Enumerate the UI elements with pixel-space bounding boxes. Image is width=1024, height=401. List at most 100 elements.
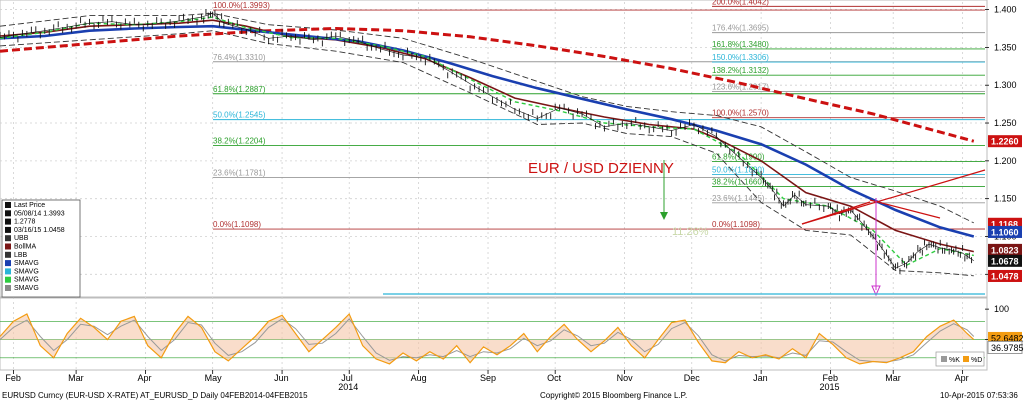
x-tick-label-2: Apr: [138, 373, 152, 383]
oscillator-panel-frame: [0, 297, 988, 371]
legend-item-0: Last Price: [14, 202, 45, 209]
legend-item-8: SMAVG: [14, 268, 39, 275]
x-tick-label-9: Nov: [617, 373, 634, 383]
legend-item-7: SMAVG: [14, 260, 39, 267]
price-badge-label-5: 1.0478: [991, 271, 1019, 281]
legend-item-1: 05/08/14 1.3993: [14, 210, 65, 217]
fib-right-label-4: 23.6%(1.1445): [712, 194, 765, 203]
series-smavg-blue: [0, 24, 975, 238]
price-series: [0, 9, 975, 275]
osc-legend-frame: [935, 351, 985, 367]
legend-swatch-9: [5, 276, 11, 283]
y-tick-label-2: 1.300: [994, 80, 1017, 90]
fib-right-label-3: 38.2%(1.1660): [712, 178, 765, 187]
series-bollma: [0, 19, 974, 253]
osc-d-line: [0, 318, 975, 363]
x-axis: Feb Mar Apr May Jun Jul Aug Sep Oct Nov Dec Jan Feb M…: [5, 370, 969, 392]
legend-swatch-3: [5, 226, 11, 233]
x-tick-label-14: Apr: [955, 373, 969, 383]
x-tick-label-10: Dec: [684, 373, 701, 383]
price-badge-label-3: 1.0823: [991, 245, 1019, 255]
x-tick-label-11: Jan: [753, 373, 768, 383]
series-smavg-red-dashed: [0, 26, 975, 143]
trend-lines: [383, 160, 986, 297]
x-tick-label-6: Aug: [411, 373, 427, 383]
target-arrow-head: [871, 285, 881, 297]
legend-item-4: UBB: [14, 235, 29, 242]
x-tick-label-5: Jul: [341, 373, 353, 383]
range-annotation: 11.26%: [672, 226, 709, 238]
osc-k-line: [0, 312, 975, 365]
fib-right-label-0: 100.0%(1.2570): [712, 109, 769, 118]
trendline-rising: [801, 169, 986, 225]
legend-swatch-0: [5, 202, 11, 208]
price-badge-label-1: 1.1168: [991, 219, 1018, 229]
chart-title: EUR / USD DZIENNY: [528, 160, 674, 177]
fib-right-label-2: 50.0%(1.1820): [712, 165, 765, 174]
price-badge-label-0: 1.2260: [991, 137, 1019, 147]
x-tick-label-8: Oct: [547, 373, 562, 383]
osc-badge-0: [988, 331, 1022, 344]
x-tick-label-12: Feb: [823, 373, 839, 383]
price-badge-3: [988, 243, 1022, 256]
fib-main-label-3: 50.0%(1.2545): [213, 111, 266, 120]
fib-main-label-0: 100.0%(1.3993): [213, 1, 270, 10]
osc-k-fill: [0, 314, 974, 364]
fib-right-label-5: 0.0%(1.1098): [712, 220, 760, 229]
osc-badge-label-1: 36.9785: [991, 343, 1024, 353]
band-lower: [0, 30, 974, 277]
legend-item-9: SMAVG: [14, 277, 39, 284]
osc-badge-label-0: 52.6482: [991, 333, 1024, 343]
y-tick-label-4: 1.200: [994, 156, 1017, 166]
footer-center: Copyright© 2015 Bloomberg Finance L.P.: [540, 391, 687, 400]
trendline-top: [869, 199, 941, 219]
legend-item-3: 03/16/15 1.0458: [14, 227, 65, 234]
legend-item-2: 1.2778: [14, 219, 36, 226]
footer-right: 10-Apr-2015 07:53:36: [940, 391, 1018, 400]
legend-frame: [1, 199, 81, 298]
trendline-falling: [801, 201, 871, 225]
bollinger-bands: [0, 12, 975, 277]
fib-main-label-5: 23.6%(1.1781): [213, 168, 266, 177]
main-panel-frame: [0, 0, 988, 298]
y-tick-label-1: 1.350: [994, 42, 1017, 52]
legend-swatch-1: [5, 210, 11, 217]
series-smavg-green-dashed: [0, 16, 974, 267]
fib-ext-label-5: 123.6%(1.2917): [712, 82, 769, 91]
legend-item-10: SMAVG: [14, 285, 39, 292]
price-badge-label-2: 1.1060: [991, 227, 1019, 237]
price-badge-5: [988, 269, 1022, 282]
x-tick-label-7: Sep: [480, 373, 496, 383]
fib-main-label-1: 76.4%(1.3310): [213, 53, 266, 62]
fib-ext-label-1: 176.4%(1.3695): [712, 24, 769, 33]
footer-left: EURUSD Curncy (EUR-USD X-RATE) AT_EURUSD…: [2, 391, 308, 400]
legend-item-5: BollMA: [14, 244, 37, 251]
fib-ext-label-4: 138.2%(1.3132): [712, 66, 769, 75]
fibonacci-levels: 100.0%(1.3993) 76.4%(1.3310) 61.8%(1.2887)…: [213, 0, 985, 230]
osc-tick-label-0: 100: [994, 304, 1009, 314]
fib-main-label-2: 61.8%(1.2887): [213, 85, 266, 94]
legend-swatch-8: [5, 268, 11, 275]
y-tick-label-5: 1.150: [994, 194, 1017, 204]
legend-swatch-2: [5, 218, 11, 225]
x-tick-label-13: Mar: [885, 373, 901, 383]
price-badge-label-4: 1.0678: [991, 256, 1019, 266]
x-tick-label-4: Jun: [274, 373, 289, 383]
fib-main-label-6: 0.0%(1.1098): [213, 220, 261, 229]
price-badge-2: [988, 225, 1022, 238]
legend-swatch-4: [5, 235, 11, 242]
osc-legend-swatch-1: [963, 356, 969, 362]
osc-legend-label-0: %K: [949, 357, 960, 364]
y-tick-label-0: 1.400: [994, 5, 1017, 15]
range-arrow-head: [660, 212, 668, 220]
legend-swatch-7: [5, 260, 11, 267]
x-tick-label-3: May: [205, 373, 223, 383]
osc-badge-1: [987, 340, 1023, 354]
legend-swatch-10: [5, 285, 11, 291]
band-upper: [0, 12, 975, 224]
legend-swatch-5: [5, 243, 11, 250]
legend-item-6: LBB: [14, 252, 28, 259]
osc-legend-swatch-0: [941, 356, 947, 362]
